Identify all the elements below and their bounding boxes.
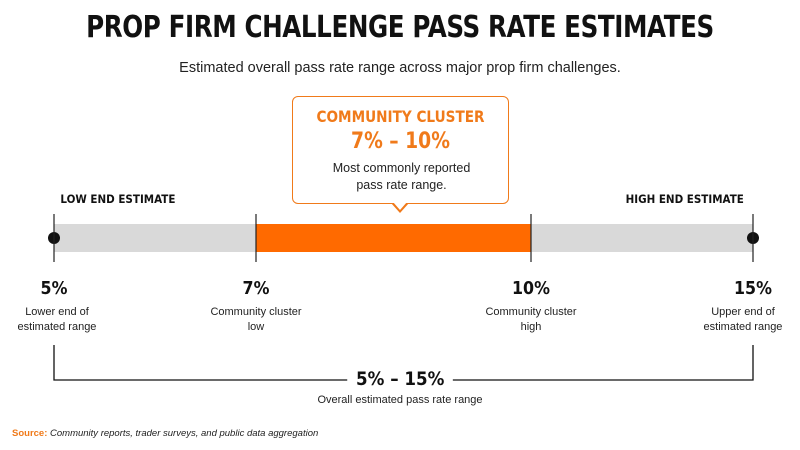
callout-range: 7% – 10%: [351, 129, 450, 154]
tick-value-low: 5%: [40, 278, 68, 299]
source-note: Source: Community reports, trader survey…: [12, 428, 318, 439]
chart-subtitle: Estimated overall pass rate range across…: [179, 60, 621, 76]
tick-value-cluster-high: 10%: [512, 278, 550, 299]
tick-description-cluster-low: Community cluster low: [210, 306, 302, 333]
low-end-label: LOW END ESTIMATE: [60, 192, 176, 206]
chart-title: PROP FIRM CHALLENGE PASS RATE ESTIMATES: [86, 10, 714, 45]
tick-description-cluster-high: Community cluster high: [485, 306, 577, 333]
overall-range-value: 5% – 15%: [346, 368, 454, 390]
community-cluster-callout: COMMUNITY CLUSTER 7% – 10% Most commonly…: [292, 96, 509, 204]
callout-pointer-fill: [393, 202, 407, 210]
source-text: Community reports, trader surveys, and p…: [50, 428, 319, 439]
callout-description: Most commonly reported pass rate range.: [332, 161, 471, 192]
overall-range-description: Overall estimated pass rate range: [317, 394, 483, 406]
overall-range: 5% – 15%: [0, 368, 800, 390]
source-label: Source:: [12, 428, 48, 439]
high-end-label: HIGH END ESTIMATE: [625, 192, 744, 206]
tick-description-low: Lower end of estimated range: [17, 306, 97, 333]
tick-value-high: 15%: [734, 278, 772, 299]
community-cluster-bar: [256, 224, 531, 252]
tick-description-high: Upper end of estimated range: [703, 306, 783, 333]
callout-title: COMMUNITY CLUSTER: [316, 107, 485, 126]
tick-value-cluster-low: 7%: [242, 278, 270, 299]
